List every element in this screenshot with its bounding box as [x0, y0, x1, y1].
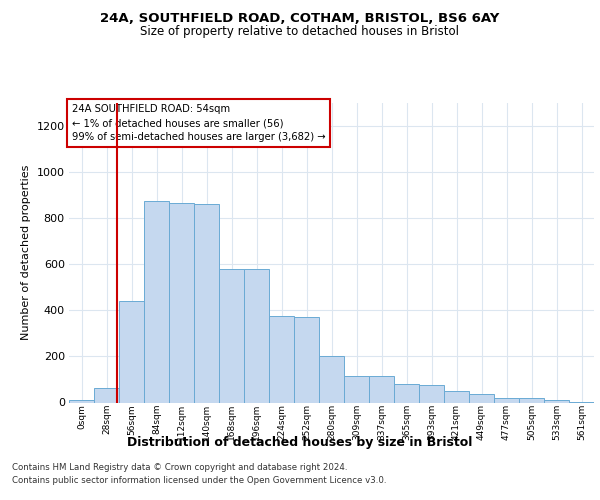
Bar — [394, 384, 419, 402]
Bar — [544, 400, 569, 402]
Bar — [294, 317, 319, 402]
Bar — [319, 356, 344, 403]
Bar — [419, 385, 444, 402]
Y-axis label: Number of detached properties: Number of detached properties — [21, 165, 31, 340]
Bar — [69, 400, 94, 402]
Text: Distribution of detached houses by size in Bristol: Distribution of detached houses by size … — [127, 436, 473, 449]
Bar — [269, 316, 294, 402]
Bar — [469, 394, 494, 402]
Bar — [194, 204, 219, 402]
Text: 24A SOUTHFIELD ROAD: 54sqm
← 1% of detached houses are smaller (56)
99% of semi-: 24A SOUTHFIELD ROAD: 54sqm ← 1% of detac… — [71, 104, 325, 142]
Bar — [444, 391, 469, 402]
Bar — [244, 268, 269, 402]
Text: Contains HM Land Registry data © Crown copyright and database right 2024.: Contains HM Land Registry data © Crown c… — [12, 462, 347, 471]
Bar — [169, 203, 194, 402]
Bar — [519, 398, 544, 402]
Text: Contains public sector information licensed under the Open Government Licence v3: Contains public sector information licen… — [12, 476, 386, 485]
Bar — [119, 301, 144, 402]
Bar — [144, 200, 169, 402]
Bar — [94, 388, 119, 402]
Bar — [494, 398, 519, 402]
Bar — [344, 376, 369, 402]
Text: 24A, SOUTHFIELD ROAD, COTHAM, BRISTOL, BS6 6AY: 24A, SOUTHFIELD ROAD, COTHAM, BRISTOL, B… — [100, 12, 500, 26]
Bar — [369, 376, 394, 402]
Text: Size of property relative to detached houses in Bristol: Size of property relative to detached ho… — [140, 25, 460, 38]
Bar — [219, 268, 244, 402]
